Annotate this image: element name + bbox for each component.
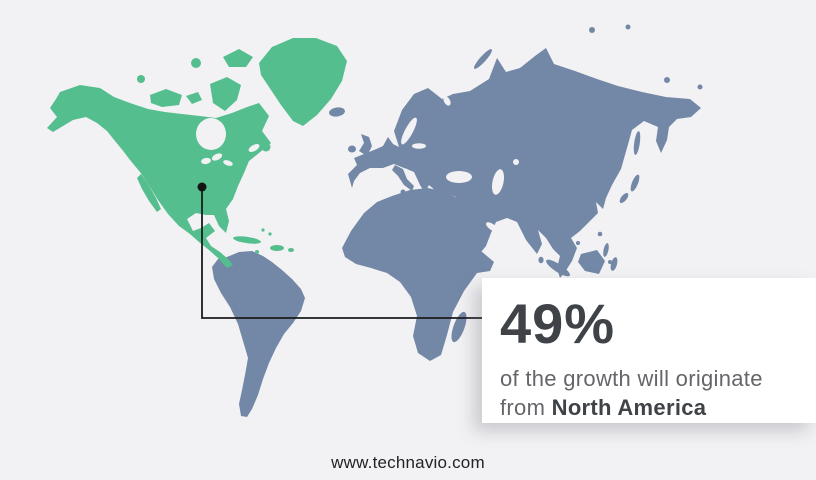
baja-california	[137, 174, 161, 212]
brand-url: www.technavio.com	[331, 453, 485, 472]
black-sea	[446, 171, 472, 183]
caspian-sea	[491, 169, 505, 195]
arctic-island-4	[697, 84, 703, 90]
madagascar	[451, 311, 467, 343]
philippines	[603, 243, 609, 257]
callout-leader	[197, 182, 490, 319]
white-sea	[443, 96, 451, 106]
region-africa	[342, 188, 494, 361]
region-eurasia	[348, 48, 701, 278]
persian-gulf	[486, 222, 498, 232]
bahamas-2	[268, 232, 272, 236]
sulawesi	[610, 257, 618, 271]
arctic-island-3	[664, 77, 670, 83]
taiwan	[597, 231, 603, 237]
stat-description-line1: of the growth will originate	[500, 366, 763, 391]
leader-line	[201, 187, 490, 319]
japan-south	[619, 192, 629, 204]
region-south-america	[212, 251, 305, 417]
sea-cutouts	[401, 96, 519, 232]
great-lake-2	[211, 153, 223, 161]
gulf-of-st-lawrence	[248, 144, 260, 152]
borneo	[578, 250, 605, 274]
sri-lanka	[538, 256, 544, 264]
great-lake-1	[201, 157, 211, 165]
highlighted-region-islands	[137, 49, 294, 254]
ireland	[348, 145, 356, 153]
great-britain	[359, 134, 372, 156]
novaya-zemlya	[474, 49, 492, 69]
adriatic-sea	[404, 168, 416, 182]
philippines-south	[608, 260, 612, 264]
location-marker-dot	[197, 182, 207, 192]
highlighted-regions	[47, 38, 347, 268]
stat-region-name: North America	[551, 395, 707, 420]
other-region-islands	[329, 24, 703, 343]
gulf-of-finland	[412, 143, 426, 149]
southampton-island	[186, 92, 202, 104]
lake-cutouts	[196, 118, 260, 166]
newfoundland	[261, 142, 271, 152]
bahamas-1	[261, 228, 265, 232]
arctic-green-island-2	[191, 58, 201, 68]
victoria-island	[150, 89, 182, 107]
hainan	[576, 241, 580, 245]
arctic-green-island-1	[137, 75, 145, 83]
baffin-island	[210, 77, 241, 111]
stat-description-line2-prefix: from	[500, 395, 552, 420]
arctic-island-2	[625, 24, 631, 30]
cuba	[233, 236, 261, 244]
hudson-bay	[196, 118, 226, 150]
stat-description-line2: from North America	[500, 393, 806, 422]
puerto-rico	[288, 248, 294, 252]
arctic-island-1	[589, 27, 595, 33]
other-regions	[212, 48, 701, 417]
stat-value: 49%	[500, 292, 616, 355]
jamaica	[255, 250, 259, 254]
baltic-sea	[401, 117, 417, 145]
iceland	[329, 107, 345, 117]
hispaniola	[270, 245, 284, 251]
great-lake-3	[223, 160, 233, 166]
callout-card: 49% of the growth will originate from No…	[482, 278, 816, 423]
sumatra	[546, 259, 570, 277]
sakhalin	[633, 131, 641, 155]
japan-north	[630, 174, 640, 192]
ellesmere-island	[223, 49, 253, 67]
italy	[392, 165, 414, 191]
sicily	[400, 189, 406, 195]
region-greenland	[259, 38, 347, 126]
aral-sea	[513, 159, 519, 165]
